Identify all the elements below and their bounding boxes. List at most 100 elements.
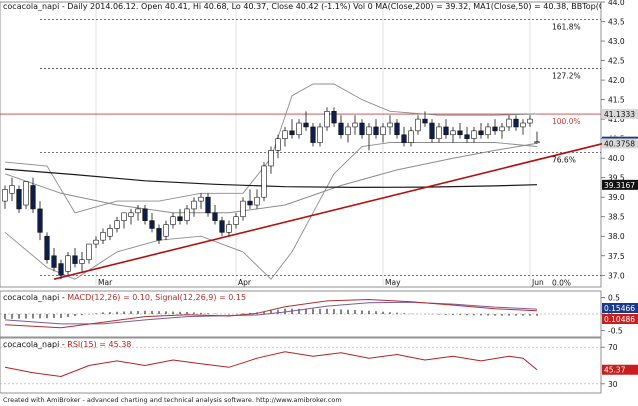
candle-body — [170, 216, 176, 225]
y-tick-label: 41.0 — [608, 115, 625, 124]
macd-value-label: 0.15466 — [604, 304, 635, 313]
candle-body — [366, 126, 372, 136]
candle-body — [128, 212, 134, 218]
bollinger-bottom-line — [4, 142, 538, 280]
candle-body — [212, 212, 218, 221]
chart-title: cocacola_napi - Daily 2014.06.12. Open 4… — [3, 2, 601, 11]
fib-level-label: 127.2% — [552, 71, 581, 80]
candle-body — [233, 216, 239, 225]
candle-body — [373, 126, 379, 136]
candle-body — [534, 141, 540, 144]
candle-body — [65, 255, 71, 272]
x-tick-label: Mar — [98, 278, 113, 287]
candle-body — [149, 220, 155, 229]
macd-value-badge — [602, 314, 638, 324]
symbol-name: cocacola_napi — [3, 2, 60, 11]
rsi-line — [4, 351, 538, 378]
candle-body — [380, 126, 386, 136]
candle-body — [464, 134, 470, 139]
candle-body — [499, 126, 505, 132]
candle-body — [268, 150, 274, 167]
candle-body — [275, 138, 281, 151]
bollinger-top-line — [4, 83, 538, 214]
y-tick-label: 37.5 — [608, 252, 625, 261]
candle-body — [240, 200, 246, 218]
candle-body — [51, 255, 57, 268]
candle-body — [114, 220, 120, 229]
candle-body — [492, 126, 498, 132]
candle-body — [527, 118, 533, 124]
candle-body — [79, 259, 85, 264]
candle-body — [401, 134, 407, 143]
fib-level-label: 100.0% — [552, 117, 581, 126]
y-tick-label: 40.0 — [608, 154, 625, 163]
rsi-panel: 70 30 45.37 — [0, 337, 638, 394]
candle-body — [289, 130, 295, 136]
x-tick-label: Jun — [531, 278, 544, 287]
price-value-badge — [602, 108, 638, 119]
candle-body — [23, 181, 29, 206]
candle-body — [485, 126, 491, 136]
candle-body — [506, 118, 512, 128]
candle-body — [303, 122, 309, 128]
y-tick-label: 37.0 — [608, 271, 625, 280]
candle-body — [331, 111, 337, 124]
fib-level-label: 0.0% — [552, 278, 571, 287]
candle-body — [226, 224, 232, 233]
candle-body — [205, 196, 211, 214]
y-tick-label: 0.5 — [608, 294, 620, 303]
candle-body — [2, 189, 8, 202]
price-panel: 37.037.538.038.539.039.540.040.541.041.5… — [0, 0, 638, 288]
symbol-name: cocacola_napi — [3, 340, 60, 349]
fib-level-label: 76.6% — [552, 155, 576, 164]
candle-body — [177, 216, 183, 221]
y-tick-label: 44.0 — [608, 0, 625, 7]
price-plot-area — [0, 1, 602, 288]
y-tick-label: 43.5 — [608, 18, 625, 27]
macd-value-badge — [602, 303, 638, 313]
candle-body — [415, 118, 421, 132]
candle-body — [37, 208, 43, 233]
candle-body — [254, 196, 260, 206]
candle-body — [191, 200, 197, 210]
candle-body — [261, 165, 267, 198]
y-tick-label: 42.5 — [608, 57, 625, 66]
candle-body — [429, 122, 435, 139]
candle-body — [198, 196, 204, 202]
candle-body — [93, 239, 99, 245]
candle-body — [478, 130, 484, 136]
candle-body — [163, 224, 169, 237]
symbol-name: cocacola_napi — [3, 293, 60, 302]
y-tick-label: 30 — [608, 380, 618, 389]
candle-body — [86, 243, 92, 260]
price-value-label: 41.1333 — [604, 110, 635, 119]
candle-body — [513, 118, 519, 128]
candle-body — [387, 122, 393, 128]
candle-body — [317, 126, 323, 143]
candle-body — [422, 118, 428, 124]
macd-value-label: 0.10486 — [604, 315, 635, 324]
price-value-badge — [602, 179, 638, 190]
candle-body — [219, 220, 225, 233]
y-tick-label: 70 — [608, 343, 618, 352]
candle-body — [359, 122, 365, 136]
macd-signal-line — [4, 301, 538, 325]
y-tick-label: 41.5 — [608, 96, 625, 105]
ma50-line — [4, 142, 538, 214]
candle-body — [471, 130, 477, 139]
macd-title: cocacola_napi - MACD(12,26) = 0.10, Sign… — [3, 293, 247, 302]
candle-body — [296, 122, 302, 136]
x-tick-label: Apr — [238, 278, 252, 287]
macd-line — [4, 298, 538, 329]
quote-summary: - Daily 2014.06.12. Open 40.41, Hi 40.68… — [61, 2, 601, 11]
candle-body — [338, 122, 344, 136]
y-tick-label: 42.0 — [608, 76, 625, 85]
trendline — [53, 141, 608, 280]
candle-body — [443, 126, 449, 136]
candle-body — [282, 130, 288, 139]
price-value-badge — [602, 138, 638, 149]
candle-body — [100, 232, 106, 241]
candle-body — [457, 130, 463, 136]
